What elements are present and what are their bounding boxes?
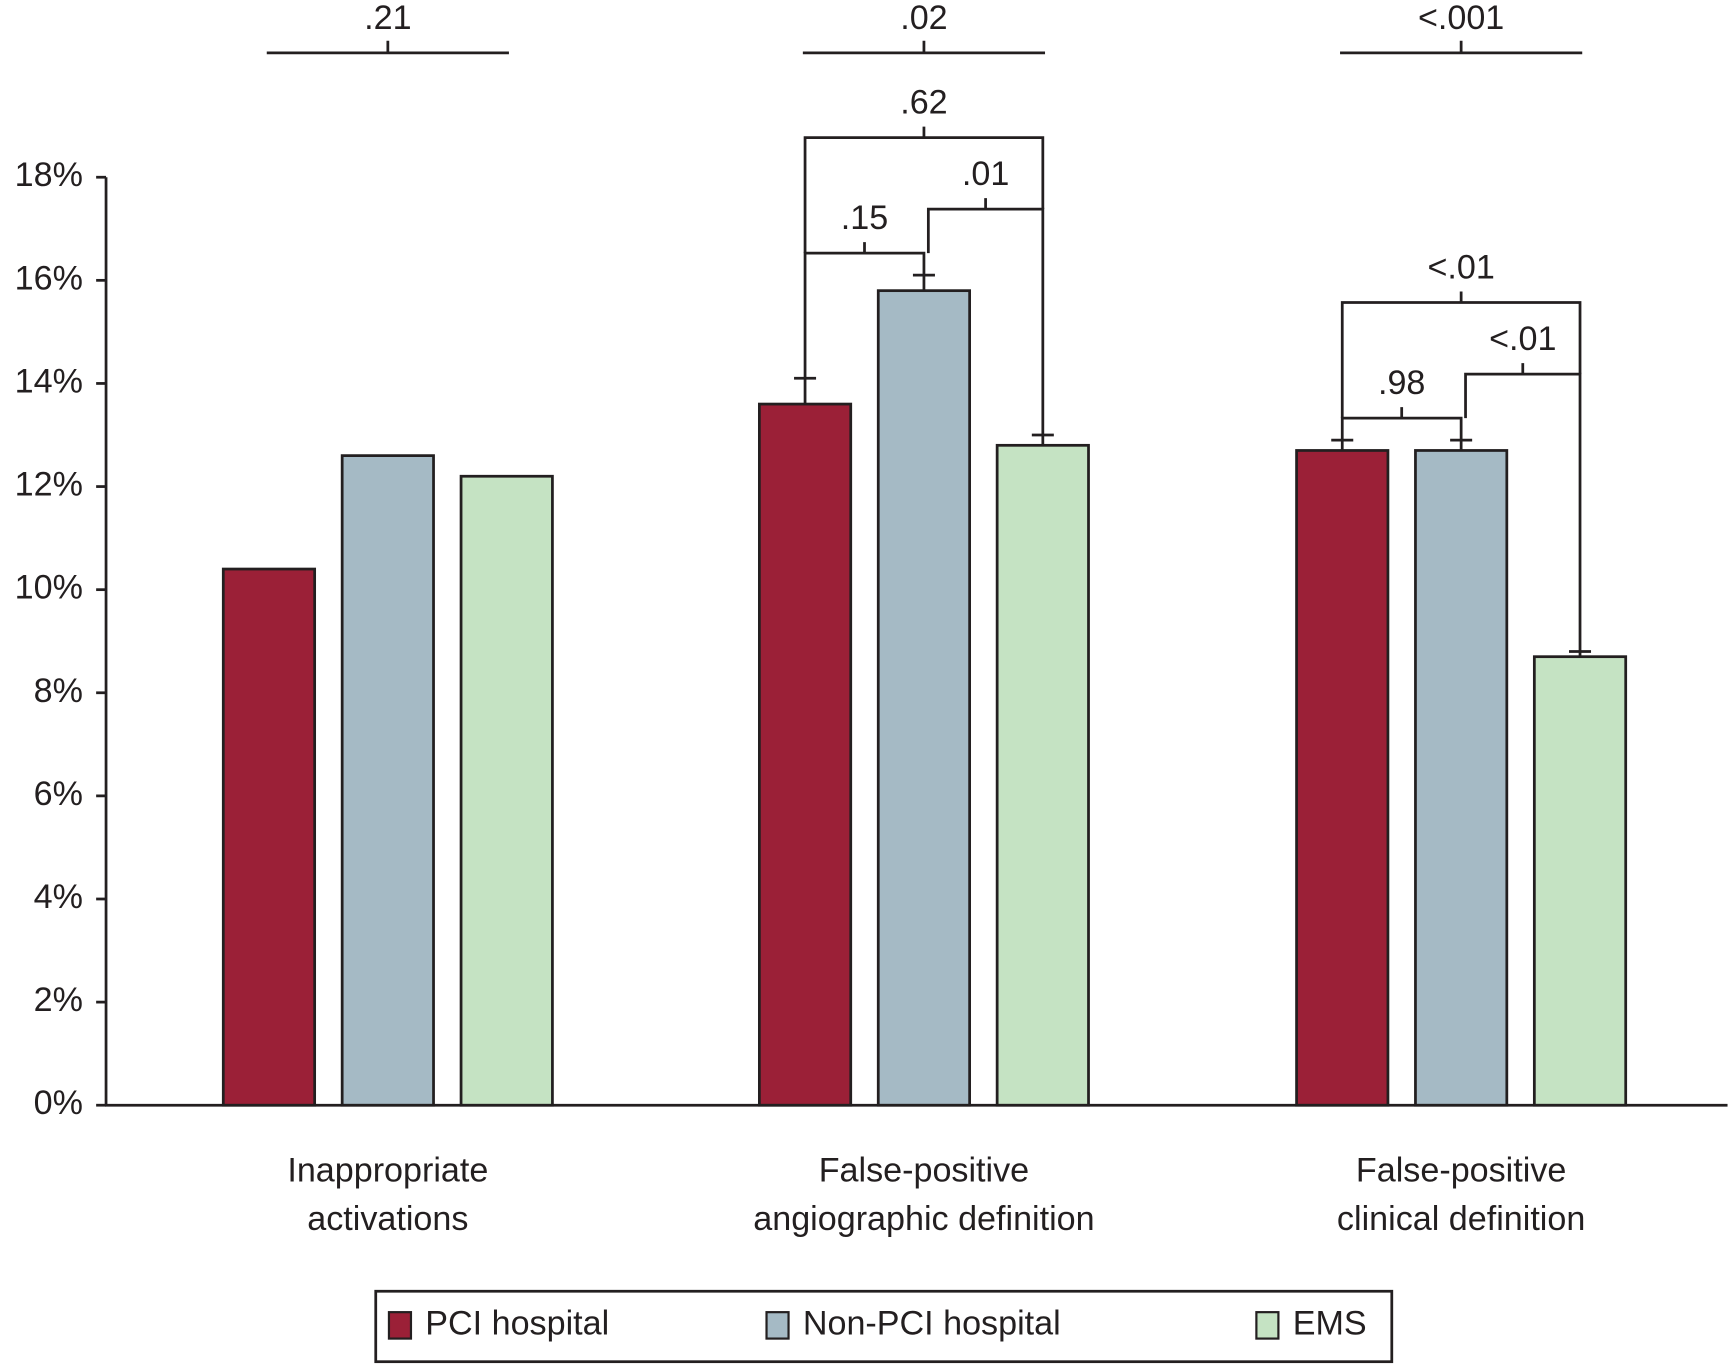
legend-label: Non-PCI hospital xyxy=(803,1304,1061,1342)
pairwise-bracket xyxy=(1340,291,1582,419)
y-tick-label: 10% xyxy=(15,569,83,607)
x-tick-label: False-positive xyxy=(819,1151,1029,1189)
x-tick-label: angiographic definition xyxy=(753,1200,1094,1238)
pairwise-p: <.01 xyxy=(1427,249,1494,287)
error-bar xyxy=(1450,438,1473,451)
y-tick-label: 4% xyxy=(34,878,83,916)
overall-bracket xyxy=(1340,40,1583,55)
y-tick-label: 18% xyxy=(15,156,83,194)
legend-label: PCI hospital xyxy=(425,1304,609,1342)
overall-bracket xyxy=(266,40,509,55)
pairwise-p: .15 xyxy=(841,199,888,237)
overall-bracket xyxy=(802,40,1046,55)
pairwise-p: .01 xyxy=(962,155,1009,193)
error-bar xyxy=(1569,650,1592,657)
pairwise-p: .98 xyxy=(1378,364,1425,402)
overall-p: .21 xyxy=(364,0,411,37)
bar xyxy=(1414,449,1509,1107)
y-tick-label: 16% xyxy=(15,259,83,297)
bar xyxy=(757,402,853,1107)
bar xyxy=(1532,655,1628,1107)
legend-label: EMS xyxy=(1293,1304,1367,1342)
x-tick-label: clinical definition xyxy=(1337,1200,1585,1238)
y-tick-label: 0% xyxy=(34,1084,83,1122)
bar xyxy=(1295,449,1390,1107)
error-bar xyxy=(1031,433,1054,446)
bar xyxy=(995,443,1090,1107)
pairwise-bracket xyxy=(1340,407,1463,441)
pairwise-bracket xyxy=(1464,363,1582,652)
y-tick-label: 8% xyxy=(34,672,83,710)
pairwise-p: .62 xyxy=(900,84,947,122)
overall-p: .02 xyxy=(900,0,947,37)
x-tick-label: False-positive xyxy=(1356,1151,1566,1189)
bar xyxy=(221,567,317,1107)
y-tick-label: 6% xyxy=(34,775,83,813)
x-tick-label: Inappropriate xyxy=(287,1151,488,1189)
legend-box xyxy=(374,1289,1394,1364)
y-tick-label: 14% xyxy=(15,362,83,400)
pairwise-p: <.01 xyxy=(1489,320,1556,358)
legend-swatch xyxy=(1255,1311,1280,1340)
error-bar xyxy=(1331,438,1354,451)
y-tick-label: 2% xyxy=(34,981,83,1019)
pairwise-bracket xyxy=(926,198,1045,436)
legend-swatch xyxy=(765,1311,790,1340)
overall-p: <.001 xyxy=(1418,0,1504,37)
bar xyxy=(459,474,554,1107)
bar xyxy=(340,454,435,1107)
y-tick-label: 12% xyxy=(15,466,83,504)
legend-swatch xyxy=(387,1311,413,1340)
pairwise-bracket xyxy=(803,126,1045,254)
error-bar xyxy=(794,376,817,405)
bar xyxy=(876,289,972,1107)
pairwise-bracket xyxy=(803,242,926,379)
error-bar xyxy=(912,273,935,291)
x-tick-label: activations xyxy=(307,1200,468,1238)
